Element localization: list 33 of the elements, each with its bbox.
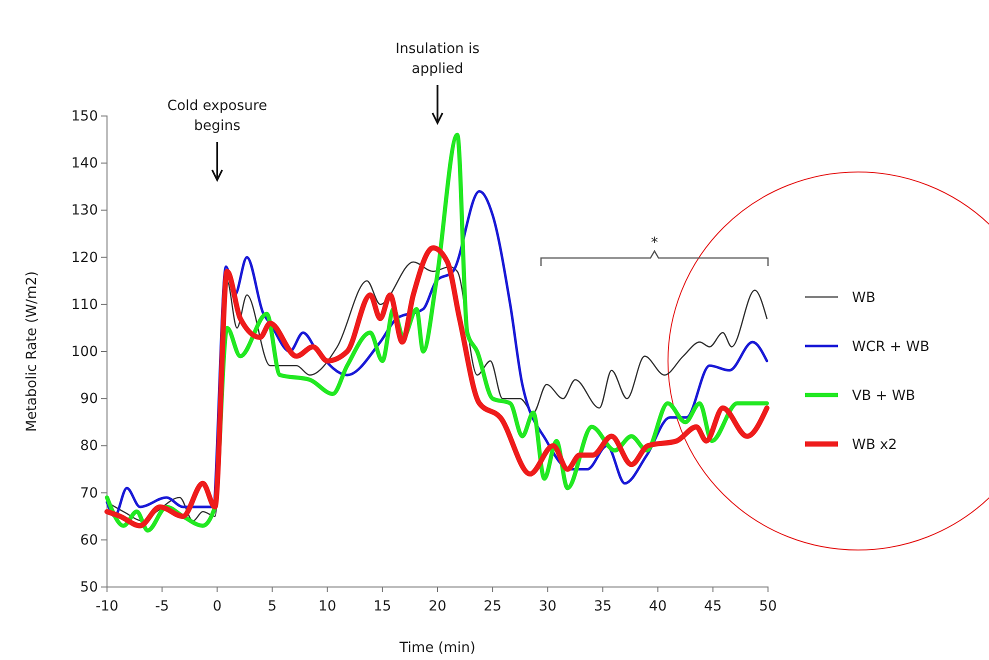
y-tick-label: 70 [80, 485, 98, 502]
annotation: * [651, 235, 658, 251]
x-tick-label: 10 [318, 598, 336, 614]
x-axis-title: Time (min) [398, 640, 476, 656]
y-tick-label: 90 [80, 391, 98, 408]
x-tick-label: 35 [594, 598, 612, 614]
x-tick-label: -5 [155, 598, 170, 614]
ref-line-label: Cold exposure begins [167, 98, 268, 134]
y-tick-label: 100 [71, 344, 98, 360]
y-axis-title: Metabolic Rate (W/m2) [24, 271, 40, 432]
y-tick-label: 60 [80, 532, 98, 548]
x-tick-label: 5 [268, 598, 277, 614]
x-tick-label: 40 [648, 598, 667, 614]
y-tick-label: 130 [71, 202, 98, 219]
x-tick-label: 45 [704, 598, 722, 614]
y-tick-label: 140 [71, 156, 98, 172]
legend-label: WB x2 [852, 437, 898, 453]
y-tick-label: 50 [80, 579, 98, 596]
y-tick-label: 110 [71, 296, 98, 313]
ref-line-label: Insulation is applied [395, 41, 480, 77]
legend-label: VB + WB [852, 388, 916, 404]
x-tick-label: 30 [538, 598, 557, 614]
x-tick-label: -10 [96, 598, 118, 614]
y-tick-label: 120 [71, 250, 98, 266]
x-tick-label: 0 [212, 598, 222, 614]
y-tick-label: 80 [80, 438, 98, 454]
legend-label: WB [852, 290, 876, 306]
x-tick-label: 25 [484, 598, 502, 614]
legend-label: WCR + WB [852, 339, 930, 355]
x-tick-label: 15 [374, 598, 392, 614]
y-tick-label: 150 [71, 108, 98, 124]
x-tick-label: 20 [428, 598, 446, 614]
x-tick-label: 50 [759, 598, 777, 614]
